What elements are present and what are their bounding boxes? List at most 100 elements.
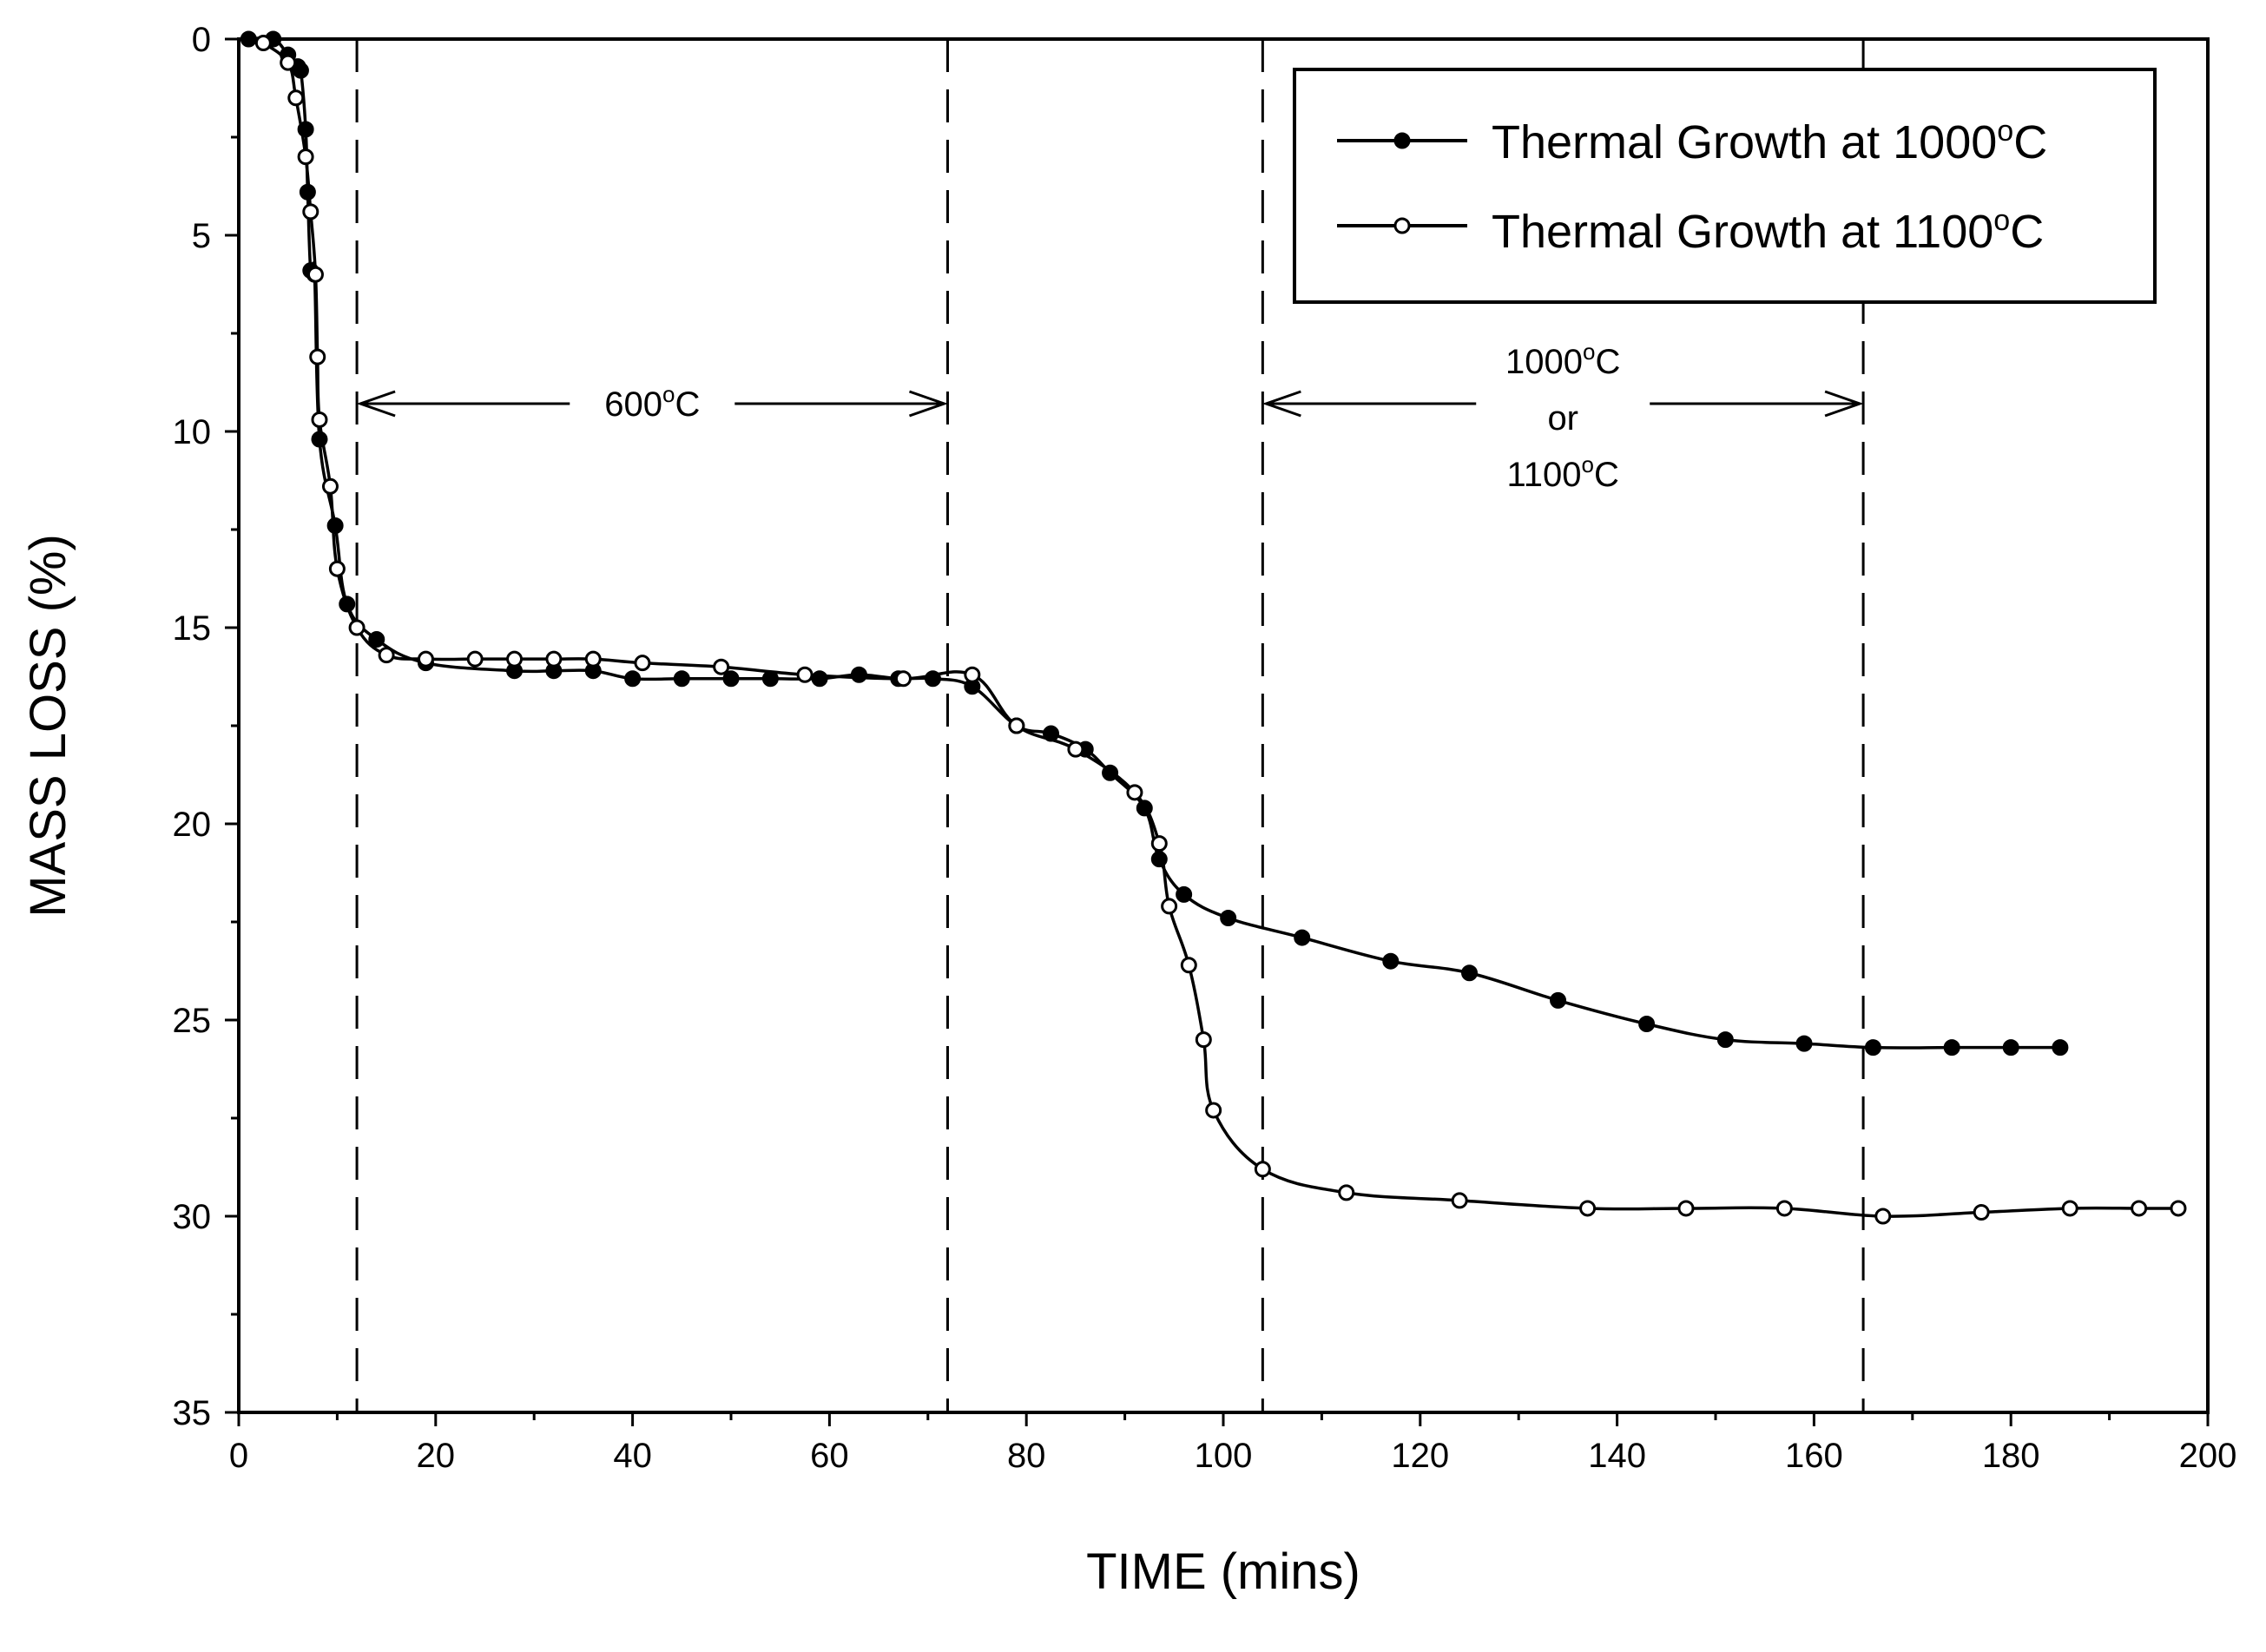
data-point-open bbox=[417, 650, 434, 668]
data-point-filled bbox=[1382, 952, 1400, 970]
data-point-open bbox=[297, 148, 314, 166]
arrow-head-left bbox=[1261, 390, 1301, 418]
data-point-open bbox=[311, 411, 328, 428]
data-point-filled bbox=[850, 666, 867, 683]
legend-label-1100: Thermal Growth at 1100oC bbox=[1492, 204, 2044, 258]
legend-label-1000: Thermal Growth at 1000oC bbox=[1492, 115, 2047, 168]
data-point-open bbox=[894, 670, 912, 688]
x-tick-label: 120 bbox=[1391, 1437, 1449, 1475]
x-tick-label: 80 bbox=[1007, 1437, 1046, 1475]
x-tick-label: 20 bbox=[417, 1437, 456, 1475]
data-point-filled bbox=[326, 517, 344, 534]
data-point-filled bbox=[1461, 964, 1478, 982]
data-point-open bbox=[254, 35, 272, 52]
legend-marker-1100 bbox=[1393, 217, 1411, 234]
data-point-filled bbox=[1943, 1039, 1960, 1056]
x-tick-label: 140 bbox=[1588, 1437, 1646, 1475]
data-point-open bbox=[506, 650, 524, 668]
annotation-1000c: 1000oC bbox=[1505, 339, 1620, 381]
legend: Thermal Growth at 1000oC Thermal Growth … bbox=[1293, 68, 2157, 304]
x-axis-ticks: 0 20 40 60 80 100 120 140 160 180 200 bbox=[229, 1412, 2237, 1475]
data-point-open bbox=[964, 666, 981, 683]
data-point-open bbox=[1338, 1184, 1355, 1201]
data-point-open bbox=[1008, 717, 1025, 734]
data-point-open bbox=[1067, 740, 1084, 758]
x-tick-label: 0 bbox=[229, 1437, 248, 1475]
data-point-open bbox=[348, 619, 366, 636]
data-point-open bbox=[466, 650, 484, 668]
y-tick-label: 25 bbox=[173, 1002, 212, 1040]
data-point-open bbox=[1205, 1102, 1222, 1119]
y-tick-label: 30 bbox=[173, 1198, 212, 1236]
data-point-open bbox=[1677, 1200, 1695, 1217]
data-point-open bbox=[306, 266, 324, 283]
legend-box bbox=[1293, 68, 2157, 304]
data-point-open bbox=[2061, 1200, 2078, 1217]
arrow-head-left bbox=[356, 390, 396, 418]
data-point-filled bbox=[1550, 991, 1567, 1009]
y-tick-label: 0 bbox=[192, 21, 211, 59]
annotation-600c: 600oC bbox=[604, 381, 700, 424]
arrow-head-right bbox=[1824, 390, 1864, 418]
data-series bbox=[240, 30, 2187, 1225]
y-tick-label: 10 bbox=[173, 413, 212, 451]
legend-marker-1000 bbox=[1393, 132, 1411, 149]
data-point-open bbox=[1150, 835, 1168, 852]
data-point-filled bbox=[761, 670, 779, 688]
x-axis-title: TIME (mins) bbox=[1086, 1543, 1360, 1600]
y-tick-label: 5 bbox=[192, 217, 211, 255]
data-point-filled bbox=[624, 670, 642, 688]
series-1100c bbox=[254, 35, 2187, 1225]
data-point-open bbox=[321, 477, 339, 495]
y-tick-label: 15 bbox=[173, 609, 212, 648]
data-point-open bbox=[287, 89, 305, 107]
data-point-open bbox=[302, 203, 319, 220]
data-point-open bbox=[1126, 784, 1143, 801]
annotation-1100c: 1100oC bbox=[1507, 451, 1619, 494]
data-point-open bbox=[1874, 1208, 1892, 1225]
data-point-filled bbox=[1220, 909, 1237, 926]
data-point-open bbox=[2131, 1200, 2148, 1217]
data-point-filled bbox=[1864, 1039, 1881, 1056]
temperature-annotations: 600oC 1000oC or 1100oC bbox=[356, 339, 1864, 494]
data-point-open bbox=[1180, 957, 1197, 974]
x-tick-label: 40 bbox=[613, 1437, 652, 1475]
x-tick-label: 60 bbox=[810, 1437, 849, 1475]
data-point-filled bbox=[1716, 1031, 1734, 1049]
arrow-head-right bbox=[908, 390, 949, 418]
data-point-open bbox=[713, 658, 730, 675]
data-point-open bbox=[2170, 1200, 2187, 1217]
y-axis-ticks: 0 5 10 15 20 25 30 35 bbox=[173, 21, 239, 1432]
data-point-open bbox=[309, 348, 326, 365]
series-1000c bbox=[240, 30, 2069, 1056]
data-point-open bbox=[328, 560, 346, 577]
data-point-filled bbox=[722, 670, 740, 688]
data-point-open bbox=[1973, 1203, 1990, 1221]
data-point-open bbox=[1254, 1161, 1271, 1178]
data-point-open bbox=[1579, 1200, 1597, 1217]
data-point-filled bbox=[292, 62, 309, 79]
data-point-filled bbox=[2002, 1039, 2019, 1056]
data-point-open bbox=[545, 650, 563, 668]
data-point-open bbox=[280, 54, 297, 71]
y-tick-label: 35 bbox=[173, 1394, 212, 1432]
x-tick-label: 160 bbox=[1785, 1437, 1843, 1475]
x-tick-label: 200 bbox=[2179, 1437, 2237, 1475]
data-point-open bbox=[378, 647, 395, 664]
data-point-filled bbox=[368, 631, 385, 648]
x-tick-label: 100 bbox=[1195, 1437, 1253, 1475]
data-point-filled bbox=[1176, 885, 1193, 903]
data-point-open bbox=[634, 655, 651, 672]
data-point-open bbox=[796, 666, 814, 683]
data-point-filled bbox=[1638, 1016, 1656, 1033]
data-point-filled bbox=[2052, 1039, 2069, 1056]
x-tick-label: 180 bbox=[1982, 1437, 2040, 1475]
data-point-open bbox=[584, 650, 602, 668]
data-point-filled bbox=[1795, 1035, 1813, 1052]
data-point-open bbox=[1775, 1200, 1793, 1217]
y-axis-title: MASS LOSS (%) bbox=[20, 534, 76, 918]
data-point-filled bbox=[240, 30, 257, 48]
data-point-filled bbox=[1294, 929, 1311, 946]
data-point-open bbox=[1161, 898, 1178, 915]
